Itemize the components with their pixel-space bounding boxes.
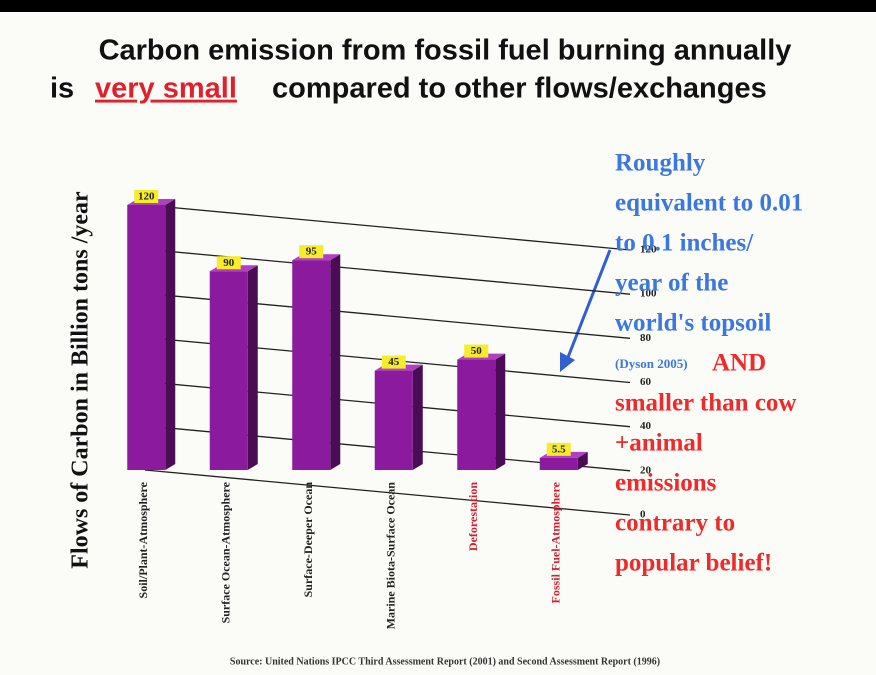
bar-side xyxy=(247,265,258,470)
annotation-blue: world's topsoil xyxy=(615,310,771,337)
grid-line xyxy=(144,469,631,516)
value-label-box xyxy=(299,245,324,259)
x-tick-label: Deforestation xyxy=(466,482,480,551)
value-label-box xyxy=(216,256,241,270)
arrow xyxy=(563,249,612,366)
annotation-red: contrary to xyxy=(615,510,735,537)
y-tick-label: 40 xyxy=(640,420,652,432)
bar-side xyxy=(577,451,588,470)
value-label: 95 xyxy=(306,246,318,258)
value-label: 50 xyxy=(471,345,483,357)
bar-side xyxy=(495,353,506,470)
value-label: 5.5 xyxy=(552,443,566,455)
subtitle-emphasis: very small xyxy=(95,73,237,105)
bar xyxy=(127,205,166,470)
y-tick-label: 100 xyxy=(640,288,657,300)
x-tick-label: Marine Biota-Surface Ocean xyxy=(384,482,398,630)
annotation-red: emissions xyxy=(615,470,717,497)
annotation-blue: Roughly xyxy=(615,150,706,177)
y-tick-label: 60 xyxy=(640,376,652,388)
bar xyxy=(292,260,331,470)
bar xyxy=(457,359,496,470)
annotation-blue: (Dyson 2005) xyxy=(615,356,688,371)
source: Source: United Nations IPCC Third Assess… xyxy=(230,656,660,667)
value-label-box xyxy=(134,190,159,203)
bar xyxy=(539,457,578,470)
annotation-red: popular belief! xyxy=(615,550,772,577)
bar-side xyxy=(412,364,423,470)
annotation-blue: year of the xyxy=(615,270,728,297)
value-label-box xyxy=(546,442,571,456)
title: Carbon emission from fossil fuel burning… xyxy=(99,35,792,67)
annotation-red: smaller than cow xyxy=(615,390,796,417)
y-tick-label: 20 xyxy=(640,464,652,476)
annotation-blue: equivalent to 0.01 xyxy=(615,190,803,217)
grid-line xyxy=(144,204,631,251)
value-label: 45 xyxy=(388,356,400,368)
value-label-box xyxy=(381,355,406,369)
y-axis-label: Flows of Carbon in Billion tons /year xyxy=(68,191,94,569)
bar xyxy=(209,271,248,470)
arrow-head xyxy=(560,352,575,372)
bar-side xyxy=(165,199,176,470)
bar xyxy=(374,370,413,470)
annotation-red: +animal xyxy=(615,430,703,457)
annotation-red: AND xyxy=(712,350,766,377)
x-tick-label: Fossil Fuel-Atmosphere xyxy=(549,481,563,603)
x-tick-label: Surface-Deeper Ocean xyxy=(301,482,315,598)
subtitle-part: compared to other flows/exchanges xyxy=(272,73,767,105)
subtitle-part: is xyxy=(50,73,74,105)
value-label: 90 xyxy=(223,257,235,269)
y-tick-label: 120 xyxy=(640,244,657,256)
annotation-blue: to 0.1 inches/ xyxy=(615,230,754,257)
y-tick-label: 0 xyxy=(640,509,646,521)
value-label: 120 xyxy=(138,191,155,203)
bar-side xyxy=(330,254,341,470)
x-tick-label: Surface Ocean-Atmosphere xyxy=(219,481,233,623)
x-tick-label: Soil/Plant-Atmosphere xyxy=(136,481,150,598)
y-tick-label: 80 xyxy=(640,332,652,344)
value-label-box xyxy=(464,344,489,358)
